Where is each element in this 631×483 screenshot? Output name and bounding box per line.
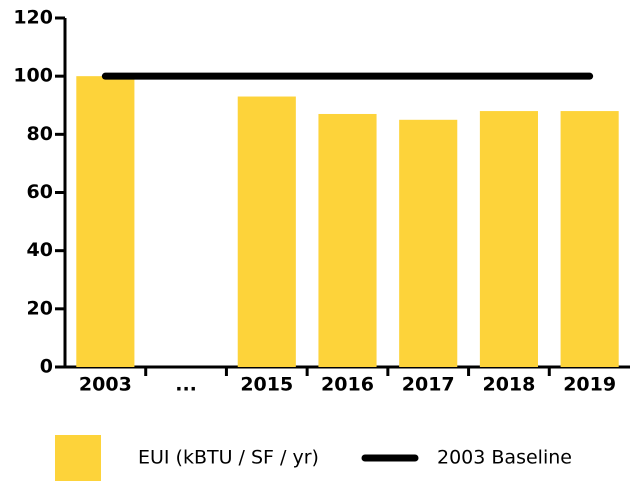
y-tick-label: 100 bbox=[13, 65, 53, 87]
bar bbox=[399, 119, 458, 368]
x-tick-label: 2003 bbox=[79, 374, 132, 396]
y-tick-label: 40 bbox=[27, 239, 53, 261]
x-tick-label: 2015 bbox=[240, 374, 293, 396]
bar bbox=[479, 111, 538, 367]
legend-label: EUI (kBTU / SF / yr) bbox=[138, 447, 319, 469]
legend-label: 2003 Baseline bbox=[437, 447, 572, 469]
bar bbox=[76, 76, 135, 368]
x-tick-label: 2017 bbox=[402, 374, 455, 396]
y-tick-label: 20 bbox=[27, 297, 53, 319]
x-tick-label: 2019 bbox=[563, 374, 616, 396]
bar bbox=[237, 96, 296, 368]
bar bbox=[318, 113, 377, 367]
bar bbox=[560, 111, 619, 367]
x-tick-label: 2018 bbox=[482, 374, 535, 396]
y-tick-label: 80 bbox=[27, 123, 53, 145]
y-tick-label: 0 bbox=[40, 356, 53, 378]
y-tick-label: 60 bbox=[27, 181, 53, 203]
x-tick-label: ... bbox=[175, 374, 197, 396]
legend-swatch bbox=[55, 435, 101, 481]
y-tick-label: 120 bbox=[13, 7, 53, 29]
x-tick-label: 2016 bbox=[321, 374, 374, 396]
